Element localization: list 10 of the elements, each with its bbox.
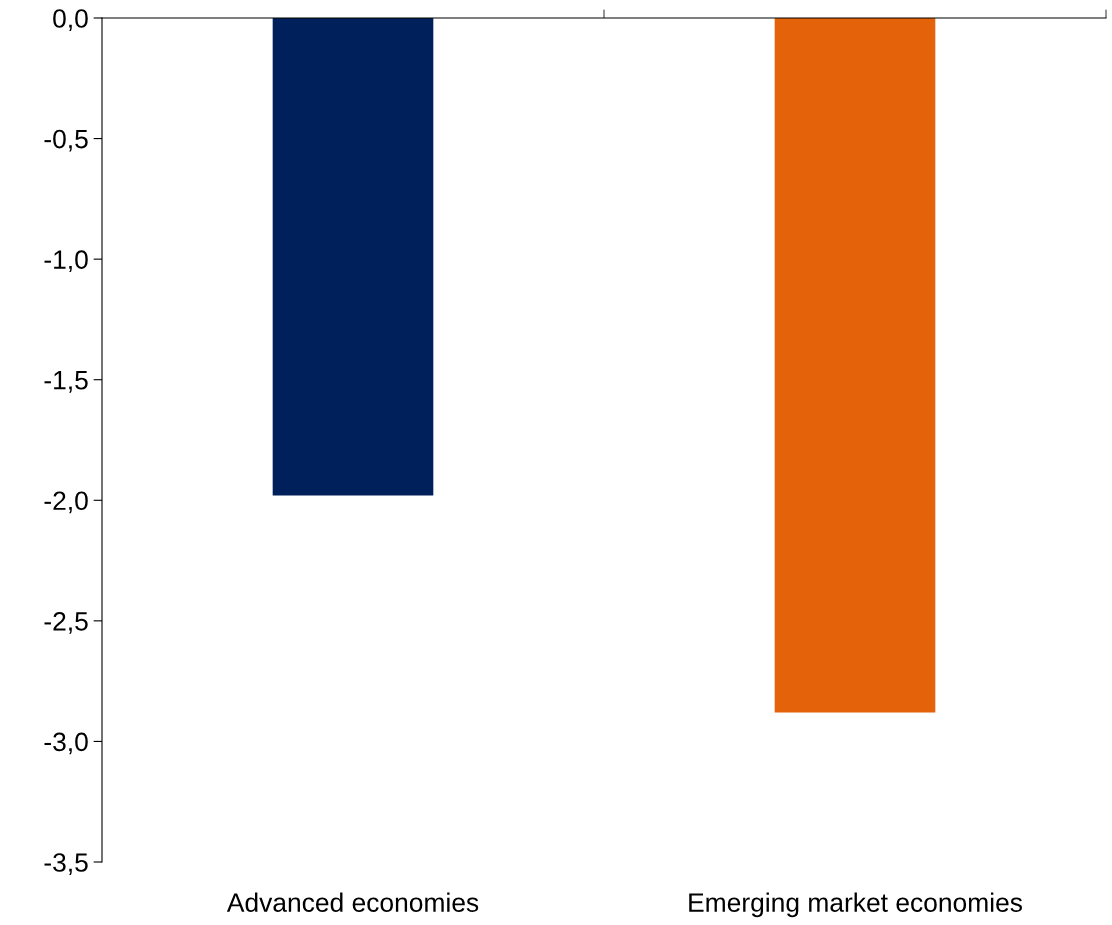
y-tick-label: 0,0 (53, 9, 88, 31)
y-tick-label: -3,5 (44, 853, 88, 875)
x-tick-label: Emerging market economies (689, 892, 1022, 918)
x-tick-label: Advanced economies (226, 892, 479, 912)
y-tick-label: -3,0 (44, 732, 88, 755)
y-tick-label: -2,0 (44, 491, 88, 514)
y-tick-label: -1,5 (44, 371, 88, 393)
y-tick-label: -1,0 (44, 250, 88, 273)
y-tick-label: -2,5 (44, 611, 88, 634)
y-tick-label: -0,5 (44, 129, 88, 152)
